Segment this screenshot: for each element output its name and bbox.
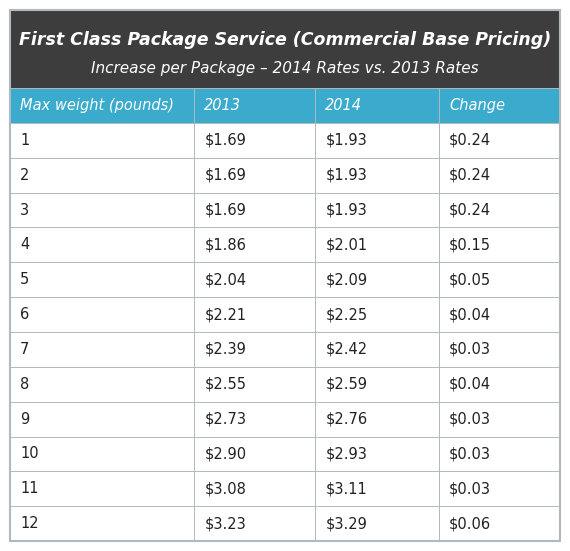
Text: $0.03: $0.03	[449, 446, 491, 461]
Text: $3.11: $3.11	[325, 481, 367, 496]
Text: $2.42: $2.42	[325, 342, 368, 357]
Bar	[10, 297, 560, 332]
Text: $1.93: $1.93	[325, 168, 367, 183]
Text: 6: 6	[20, 307, 29, 322]
Bar	[10, 436, 560, 471]
Text: $0.04: $0.04	[449, 307, 491, 322]
Text: $2.76: $2.76	[325, 412, 368, 426]
Text: $0.03: $0.03	[449, 342, 491, 357]
Bar	[10, 402, 560, 436]
Text: $2.04: $2.04	[204, 272, 246, 287]
Text: $2.59: $2.59	[325, 377, 367, 392]
Text: First Class Package Service (Commercial Base Pricing): First Class Package Service (Commercial …	[19, 31, 551, 48]
Bar	[10, 228, 560, 262]
Text: $3.29: $3.29	[325, 516, 367, 531]
Text: 10: 10	[20, 446, 39, 461]
Bar	[10, 367, 560, 402]
Text: $0.24: $0.24	[449, 168, 491, 183]
Text: $2.90: $2.90	[204, 446, 246, 461]
Bar	[10, 123, 560, 158]
Text: $0.03: $0.03	[449, 412, 491, 426]
Bar	[10, 158, 560, 193]
Text: $0.03: $0.03	[449, 481, 491, 496]
Text: 11: 11	[20, 481, 39, 496]
Text: 5: 5	[20, 272, 29, 287]
Bar	[10, 10, 560, 88]
Text: $2.93: $2.93	[325, 446, 367, 461]
Text: 2014: 2014	[325, 98, 363, 113]
Text: $0.04: $0.04	[449, 377, 491, 392]
Text: 8: 8	[20, 377, 29, 392]
Text: $2.21: $2.21	[204, 307, 246, 322]
Text: 2: 2	[20, 168, 30, 183]
Bar	[10, 88, 560, 123]
Text: 4: 4	[20, 237, 29, 252]
Text: $1.69: $1.69	[204, 168, 246, 183]
Text: 1: 1	[20, 133, 29, 148]
Text: 3: 3	[20, 203, 29, 218]
Bar	[10, 506, 560, 541]
Text: $3.23: $3.23	[204, 516, 246, 531]
Text: $0.06: $0.06	[449, 516, 491, 531]
Text: $2.55: $2.55	[204, 377, 246, 392]
Text: $0.15: $0.15	[449, 237, 491, 252]
Text: $2.73: $2.73	[204, 412, 246, 426]
Text: $1.69: $1.69	[204, 133, 246, 148]
Text: Max weight (pounds): Max weight (pounds)	[20, 98, 174, 113]
Bar	[10, 262, 560, 297]
Text: $3.08: $3.08	[204, 481, 246, 496]
Text: $1.69: $1.69	[204, 203, 246, 218]
Bar	[10, 471, 560, 506]
Text: Change: Change	[449, 98, 505, 113]
Text: Increase per Package – 2014 Rates vs. 2013 Rates: Increase per Package – 2014 Rates vs. 20…	[91, 61, 479, 76]
Text: $2.39: $2.39	[204, 342, 246, 357]
Text: $2.01: $2.01	[325, 237, 368, 252]
Text: $0.24: $0.24	[449, 133, 491, 148]
Text: $1.93: $1.93	[325, 203, 367, 218]
Text: $2.25: $2.25	[325, 307, 368, 322]
Bar	[10, 332, 560, 367]
Text: 2013: 2013	[204, 98, 241, 113]
Text: 7: 7	[20, 342, 30, 357]
Text: 9: 9	[20, 412, 29, 426]
Bar	[10, 193, 560, 228]
Text: $0.05: $0.05	[449, 272, 491, 287]
Text: $0.24: $0.24	[449, 203, 491, 218]
Text: $1.93: $1.93	[325, 133, 367, 148]
Text: $2.09: $2.09	[325, 272, 368, 287]
Text: 12: 12	[20, 516, 39, 531]
Text: $1.86: $1.86	[204, 237, 246, 252]
